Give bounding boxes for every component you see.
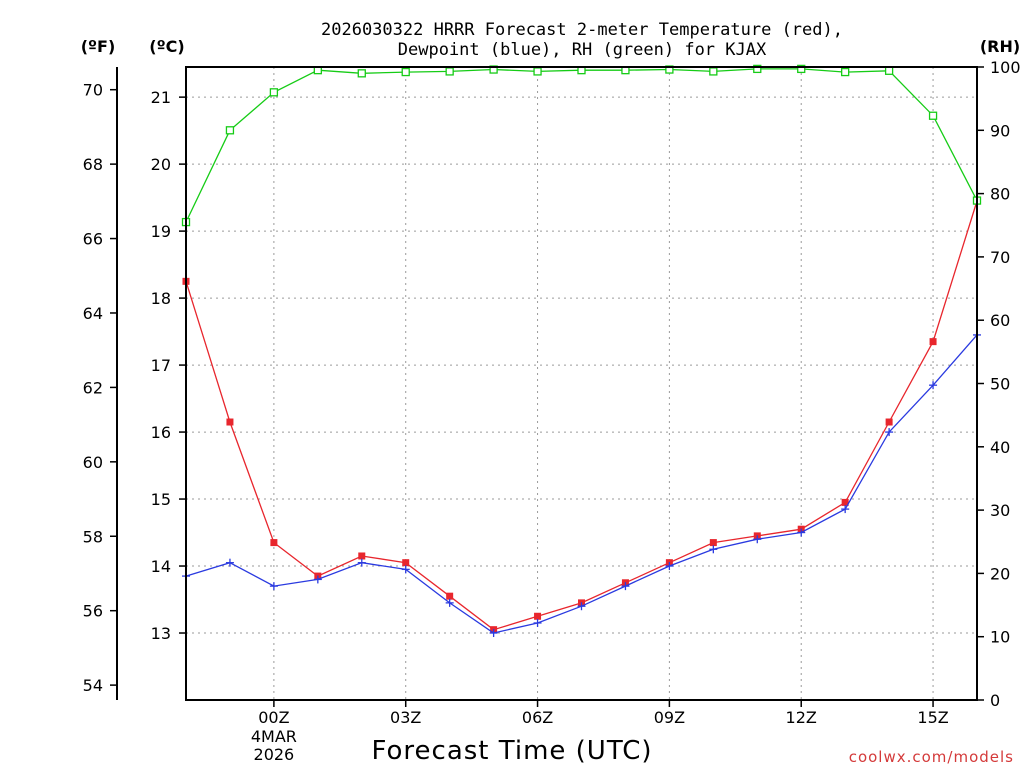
rh-data-point bbox=[533, 67, 542, 76]
temperature-data-point bbox=[446, 592, 454, 600]
fahrenheit-tick-label: 58 bbox=[83, 527, 103, 546]
dewpoint-data-point bbox=[313, 575, 322, 584]
fahrenheit-tick-label: 54 bbox=[83, 676, 103, 695]
temperature-data-point bbox=[358, 552, 366, 560]
dewpoint-data-point bbox=[357, 558, 366, 567]
temperature-data-point bbox=[709, 539, 717, 547]
rh-data-point bbox=[709, 67, 718, 76]
temperature-series-line bbox=[185, 200, 978, 631]
celsius-tick-label: 19 bbox=[151, 222, 171, 241]
dewpoint-data-point bbox=[929, 381, 938, 390]
rh-data-point bbox=[797, 64, 806, 74]
rh-data-point bbox=[357, 69, 366, 78]
tick-layer: 13 14 15 16 17 18 19 20 21 54 56 58 60 62 64 66 68 70 0 10 2… bbox=[83, 58, 1021, 764]
chart-title-line1: 2026030322 HRRR Forecast 2-meter Tempera… bbox=[321, 20, 843, 40]
rh-data-point bbox=[445, 67, 454, 76]
temperature-data-point bbox=[929, 338, 937, 346]
dewpoint-data-point bbox=[885, 428, 894, 437]
celsius-tick-label: 16 bbox=[151, 423, 171, 442]
dewpoint-data-point bbox=[709, 545, 718, 554]
temperature-data-point bbox=[402, 559, 410, 567]
x-tick-sublabel-year: 2026 bbox=[254, 745, 295, 764]
dewpoint-data-point bbox=[577, 602, 586, 611]
celsius-tick-label: 21 bbox=[151, 88, 171, 107]
dewpoint-data-point bbox=[401, 565, 410, 574]
x-axis-title: Forecast Time (UTC) bbox=[371, 736, 652, 766]
x-tick-label: 09Z bbox=[654, 708, 685, 727]
rh-data-point bbox=[269, 88, 279, 97]
rh-tick-label: 50 bbox=[990, 375, 1010, 394]
dewpoint-data-point bbox=[665, 562, 674, 571]
rh-tick-label: 40 bbox=[990, 438, 1010, 457]
x-tick-label: 00Z bbox=[258, 708, 289, 727]
rh-data-point bbox=[928, 111, 938, 120]
temperature-data-point bbox=[841, 498, 849, 506]
temperature-data-point bbox=[270, 539, 278, 547]
dewpoint-series-line bbox=[185, 334, 978, 634]
dewpoint-data-point bbox=[269, 582, 278, 591]
x-tick-label: 12Z bbox=[786, 708, 817, 727]
rh-unit-label: (RH) bbox=[980, 37, 1020, 56]
rh-tick-label: 30 bbox=[990, 501, 1010, 520]
fahrenheit-tick-label: 56 bbox=[83, 602, 103, 621]
dewpoint-data-point bbox=[533, 618, 542, 627]
chart-title-line2: Dewpoint (blue), RH (green) for KJAX bbox=[398, 40, 767, 60]
dewpoint-data-point bbox=[797, 528, 806, 537]
rh-tick-label: 0 bbox=[990, 691, 1000, 710]
x-tick-sublabel-date: 4MAR bbox=[251, 727, 297, 746]
temperature-data-point bbox=[885, 418, 893, 426]
fahrenheit-tick-label: 64 bbox=[83, 304, 103, 323]
dewpoint-data-point bbox=[753, 535, 762, 544]
dewpoint-data-point bbox=[489, 629, 498, 638]
fahrenheit-tick-label: 62 bbox=[83, 378, 103, 397]
dewpoint-data-point bbox=[225, 558, 234, 567]
x-tick-label: 03Z bbox=[390, 708, 421, 727]
celsius-tick-label: 17 bbox=[151, 356, 171, 375]
rh-tick-label: 10 bbox=[990, 628, 1010, 647]
rh-data-point bbox=[884, 66, 894, 75]
fahrenheit-tick-label: 60 bbox=[83, 453, 103, 472]
dewpoint-data-point bbox=[445, 598, 454, 607]
rh-data-point bbox=[225, 126, 235, 135]
plot-frame bbox=[185, 66, 978, 701]
rh-tick-label: 90 bbox=[990, 121, 1010, 140]
fahrenheit-tick-label: 68 bbox=[83, 155, 103, 174]
rh-tick-label: 20 bbox=[990, 564, 1010, 583]
credit-text: coolwx.com/models bbox=[849, 748, 1014, 766]
x-tick-label: 15Z bbox=[917, 708, 948, 727]
x-tick-label: 06Z bbox=[522, 708, 553, 727]
rh-series-line bbox=[185, 68, 978, 223]
fahrenheit-unit-label: (ºF) bbox=[81, 37, 116, 56]
series-layer bbox=[181, 64, 982, 638]
fahrenheit-tick-label: 70 bbox=[83, 81, 103, 100]
fahrenheit-tick-label: 66 bbox=[83, 230, 103, 249]
celsius-tick-label: 13 bbox=[151, 624, 171, 643]
dewpoint-data-point bbox=[621, 582, 630, 591]
temperature-data-point bbox=[534, 612, 542, 620]
dewpoint-data-point bbox=[841, 505, 850, 514]
rh-data-point bbox=[753, 64, 762, 74]
rh-tick-label: 70 bbox=[990, 248, 1010, 267]
celsius-tick-label: 18 bbox=[151, 289, 171, 308]
rh-tick-label: 80 bbox=[990, 185, 1010, 204]
temperature-data-point bbox=[226, 418, 234, 426]
rh-data-point bbox=[841, 67, 850, 77]
celsius-tick-label: 20 bbox=[151, 155, 171, 174]
celsius-tick-label: 15 bbox=[151, 490, 171, 509]
celsius-unit-label: (ºC) bbox=[149, 37, 184, 56]
celsius-tick-label: 14 bbox=[151, 557, 171, 576]
rh-tick-label: 100 bbox=[990, 58, 1021, 77]
rh-data-point bbox=[401, 67, 410, 77]
rh-tick-label: 60 bbox=[990, 311, 1010, 330]
